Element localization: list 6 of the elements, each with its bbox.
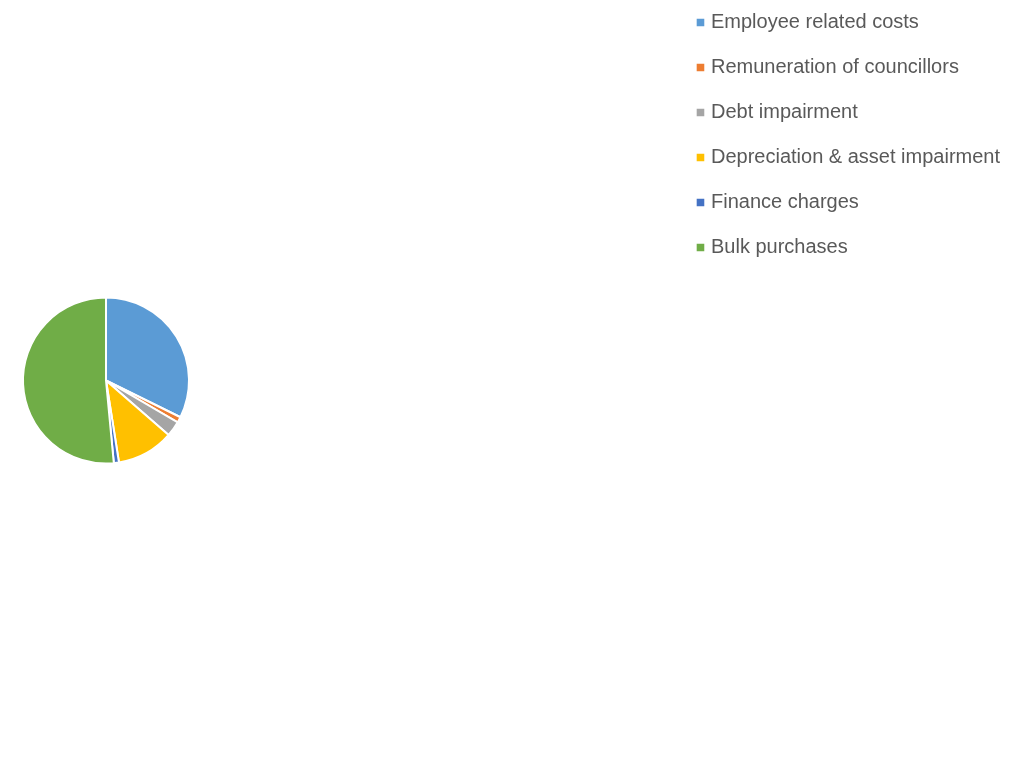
legend-label: Bulk purchases xyxy=(710,235,849,258)
legend-label: Remuneration of councillors xyxy=(710,55,960,78)
legend-label: Debt impairment xyxy=(710,100,859,123)
legend-label: Finance charges xyxy=(710,190,860,213)
legend-label: Depreciation & asset impairment xyxy=(710,145,1000,168)
legend-label: Employee related costs xyxy=(710,10,920,33)
